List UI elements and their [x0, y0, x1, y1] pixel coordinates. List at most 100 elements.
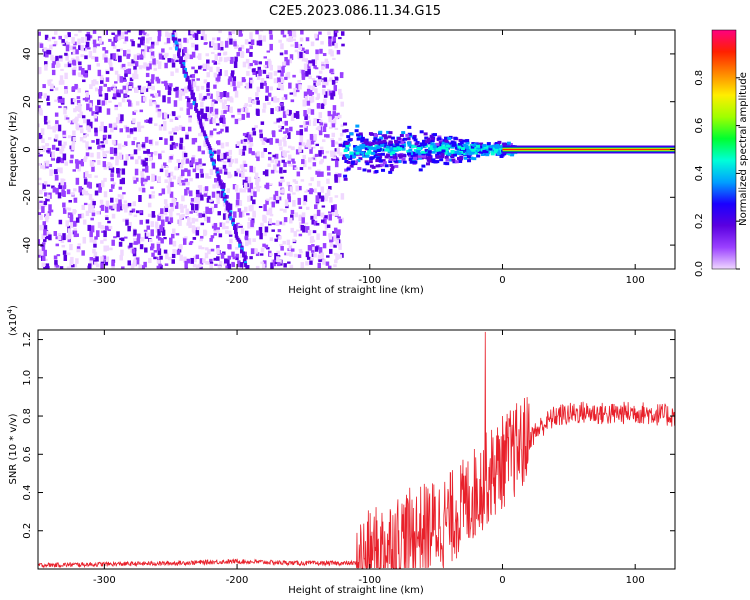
spectrogram-cell — [147, 202, 152, 208]
spectrogram-cell — [343, 177, 348, 181]
spectrogram-cell — [110, 184, 115, 189]
spectrogram-cell — [205, 208, 210, 214]
spectrogram-cell — [100, 77, 104, 84]
spectrogram-cell — [102, 53, 106, 60]
spectrogram-cell — [233, 61, 238, 69]
spectrogram-cell — [178, 245, 183, 249]
spectrogram-cell — [169, 203, 174, 207]
spectrogram-cell — [221, 102, 226, 110]
spectrogram-cell — [161, 188, 166, 195]
spectrogram-cell — [174, 126, 179, 131]
spectrogram-cell — [330, 114, 335, 120]
y-tick-label: 0.4 — [22, 485, 33, 501]
spectrogram-cell — [194, 210, 199, 213]
spectrogram-cell — [90, 217, 94, 221]
spectrogram-cell — [237, 208, 242, 213]
spectrogram-cell — [433, 160, 438, 164]
spectrogram-cell — [261, 140, 266, 145]
spectrogram-cell — [119, 204, 123, 211]
spectrogram-cell — [449, 142, 454, 146]
spectrogram-cell — [234, 158, 239, 164]
spectrogram-cell — [198, 65, 202, 70]
spectrogram-cell — [50, 85, 54, 90]
spectrogram-cell — [476, 154, 481, 158]
spectrogram-cell — [87, 47, 91, 50]
spectrogram-cell — [322, 84, 326, 88]
spectrogram-cell — [220, 252, 225, 259]
spectrogram-cell — [333, 204, 337, 212]
spectrogram-cell — [166, 37, 171, 44]
snr-x-ticks: -300 -200 -100 0 100 — [93, 330, 645, 586]
spectrogram-cell — [44, 192, 48, 197]
spectrogram-cell — [218, 69, 222, 76]
spectrogram-cell — [118, 186, 123, 190]
spectrogram-cell — [224, 230, 229, 234]
spectrogram-cell — [179, 143, 183, 150]
spectrogram-cell — [277, 65, 281, 71]
spectrogram-cell — [38, 182, 42, 186]
spectrogram-cell — [125, 154, 129, 161]
spectrogram-cell — [53, 255, 58, 260]
spectrogram-cell — [407, 132, 412, 136]
spectrogram-cell — [154, 123, 158, 126]
spectrogram-cell — [225, 200, 229, 205]
spectrogram-cell — [181, 179, 185, 183]
spectrogram-cell — [133, 242, 137, 245]
spectrogram-cell — [250, 248, 255, 255]
spectrogram-cell — [81, 204, 86, 210]
spectrogram-cell — [266, 209, 270, 216]
spectrogram-cell — [210, 248, 215, 252]
spectrogram-cell — [47, 137, 52, 140]
spectrogram-cell — [172, 111, 176, 116]
spectrogram-cell — [441, 139, 446, 143]
spectrogram-cell — [156, 235, 160, 239]
spectrogram-cell — [213, 233, 217, 236]
spectrogram-cell — [260, 121, 265, 125]
spectrogram-cell — [312, 162, 317, 167]
spectrogram-cell — [427, 141, 432, 145]
spectrogram-cell — [231, 222, 235, 227]
spectrogram-cell — [263, 64, 267, 68]
spectrogram-cell — [392, 155, 397, 159]
spectrogram-cell — [140, 237, 145, 242]
spectrogram-cell — [218, 59, 222, 62]
spectrogram-cell — [252, 100, 256, 105]
spectrogram-cell — [479, 150, 484, 154]
spectrogram-cell — [134, 168, 139, 176]
spectrogram-cell — [124, 31, 128, 35]
spectrogram-cell — [334, 30, 339, 33]
spectrogram-cell — [69, 212, 74, 220]
spectrogram-cell — [282, 240, 286, 245]
spectrogram-cell — [282, 111, 287, 119]
spectrogram-cell — [437, 137, 442, 141]
spectrogram-cell — [283, 140, 287, 147]
spectrogram-cell — [394, 164, 399, 168]
spectrogram-cell — [421, 150, 426, 154]
spectrogram-cell — [317, 78, 321, 86]
spectrogram-cell — [284, 120, 288, 126]
spectrogram-cell — [255, 182, 259, 185]
spectrogram-cell — [78, 105, 82, 112]
spectrogram-cell — [209, 66, 213, 73]
spectrogram-cell — [242, 61, 247, 68]
spectrogram-cell — [196, 119, 201, 124]
spectrogram-cell — [356, 159, 361, 163]
spectrogram-cell — [238, 171, 243, 177]
spectrogram-cell — [146, 225, 151, 230]
spectrogram-cell — [235, 144, 240, 148]
spectrogram-cell — [245, 48, 250, 54]
spectrogram-cell — [323, 77, 328, 82]
spectrogram-cell — [400, 145, 405, 149]
spectrogram-cell — [150, 41, 155, 46]
spectrogram-cell — [95, 263, 100, 268]
spectrogram-cell — [150, 51, 155, 58]
spectrogram-cell — [307, 229, 312, 236]
spectrogram-cell — [43, 229, 47, 236]
spectrogram-cell — [91, 166, 95, 172]
spectrogram-cell — [185, 96, 189, 99]
spectrogram-cell — [290, 147, 295, 150]
spectrogram-cell — [129, 210, 134, 213]
spectrogram-cell — [64, 34, 68, 39]
spectrogram-cell — [118, 199, 122, 206]
